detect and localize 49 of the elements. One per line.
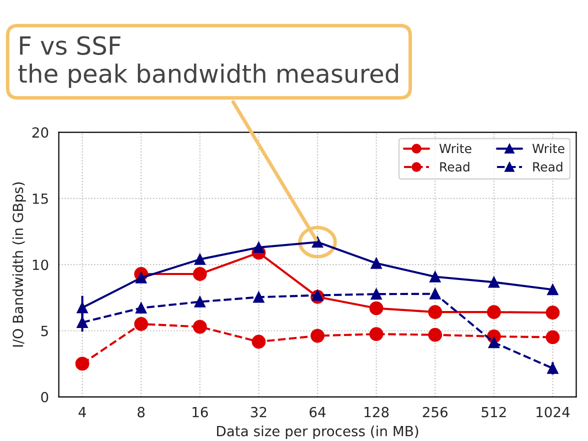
- point: [488, 336, 500, 348]
- y-tick-label: 5: [41, 326, 48, 336]
- point: [134, 317, 148, 331]
- point: [136, 272, 147, 284]
- x-tick-label: 32: [250, 406, 266, 418]
- point: [136, 302, 147, 314]
- x-tick-label: 512: [482, 406, 506, 418]
- point: [428, 305, 442, 320]
- point: [369, 327, 384, 341]
- point: [312, 290, 324, 301]
- point: [253, 242, 264, 253]
- point: [192, 267, 207, 281]
- point: [252, 334, 266, 349]
- point: [369, 301, 384, 316]
- text: F vs SSF: [20, 36, 120, 55]
- point: [253, 292, 264, 303]
- x-tick-label: 256: [422, 406, 448, 418]
- y-tick-label: 20: [32, 127, 48, 138]
- legend-label: Read: [533, 162, 562, 172]
- x-tick-label: 16: [192, 406, 208, 418]
- point: [547, 284, 558, 296]
- y-tick-label: 0: [41, 392, 48, 402]
- x-tick-label: 8: [138, 406, 145, 418]
- legend-label: Write: [439, 144, 472, 154]
- point: [370, 288, 382, 300]
- x-tick-label: 64: [310, 406, 326, 418]
- point: [430, 271, 441, 282]
- point: [192, 320, 207, 334]
- legend-label: Read: [440, 162, 470, 172]
- legend-label: Write: [532, 144, 564, 154]
- point: [546, 330, 560, 344]
- x-tick-label: 4: [78, 407, 86, 418]
- point: [310, 328, 324, 343]
- point: [486, 305, 501, 320]
- y-axis-title: I/O Bandwidth (in GBps): [12, 182, 26, 347]
- annotation: the peak bandwidth measured: [18, 64, 398, 88]
- x-axis-title: Data size per process (in MB): [217, 426, 418, 440]
- y-tick-label: 15: [32, 194, 48, 204]
- point: [428, 328, 442, 342]
- point: [430, 288, 441, 300]
- point: [194, 296, 206, 308]
- x-tick-label: 128: [364, 406, 389, 418]
- y-tick-label: 10: [32, 260, 48, 270]
- x-tick-label: 1024: [536, 406, 570, 418]
- point: [194, 254, 206, 265]
- point: [488, 276, 500, 288]
- point: [370, 258, 382, 269]
- point: [546, 306, 560, 320]
- point: [75, 356, 90, 371]
